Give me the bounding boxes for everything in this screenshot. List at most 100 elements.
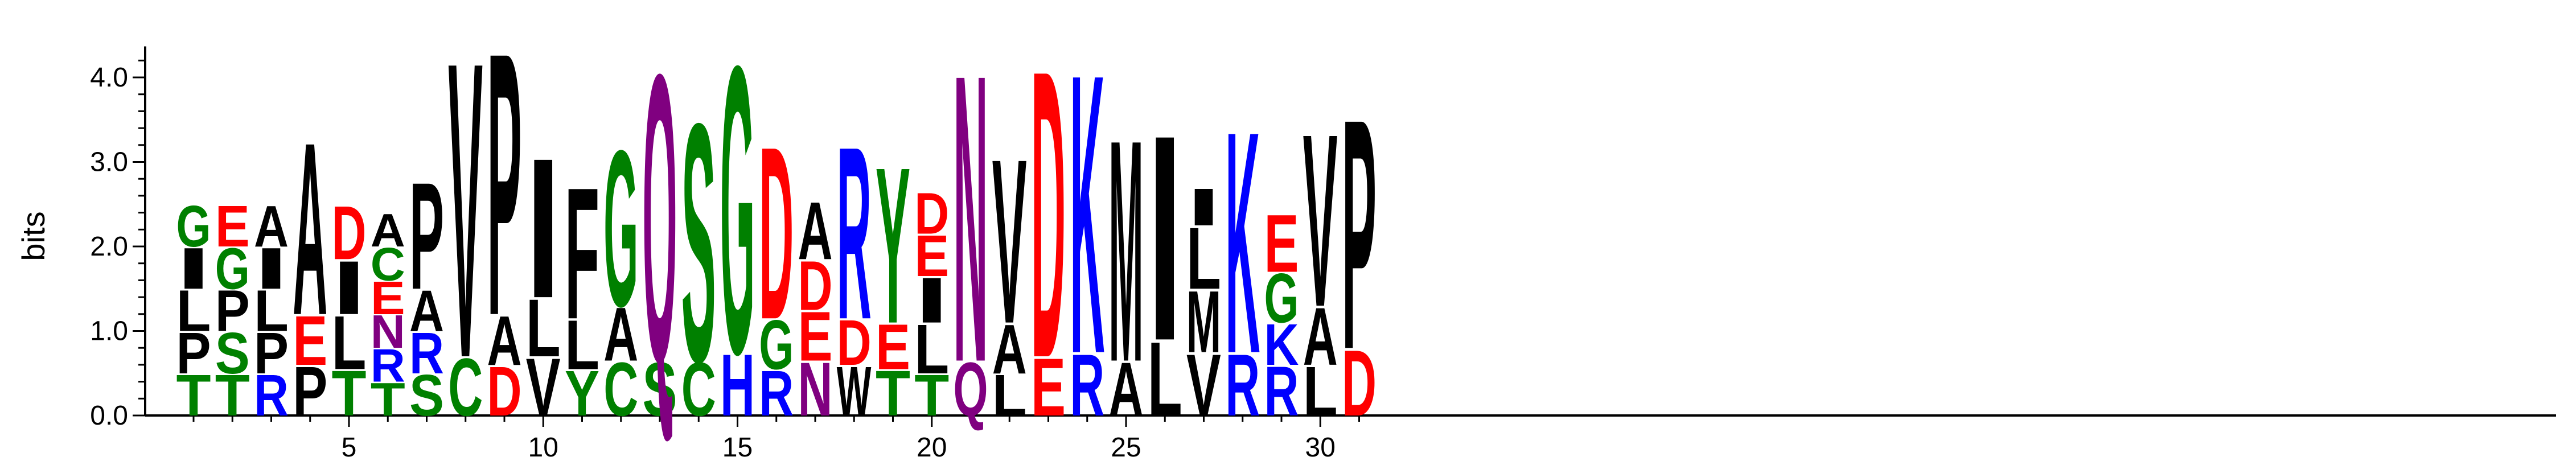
logo-letter-R: R bbox=[371, 339, 405, 392]
logo-letter-R: R bbox=[1264, 352, 1299, 431]
logo-stack-28: RK bbox=[1225, 65, 1260, 434]
logo-letter-T: T bbox=[914, 363, 949, 429]
y-axis: 0.0 1.0 2.0 3.0 4.0 bbox=[90, 46, 146, 431]
logo-letter-A: A bbox=[798, 186, 833, 277]
logo-letter-L: L bbox=[1303, 352, 1338, 431]
logo-letter-N: N bbox=[954, 0, 988, 448]
y-axis-label: bits bbox=[15, 211, 51, 261]
logo-letter-E: E bbox=[1031, 341, 1066, 433]
logo-letter-Y: Y bbox=[565, 357, 599, 430]
logo-letter-I: I bbox=[332, 245, 367, 330]
logo-letter-P: P bbox=[293, 353, 327, 431]
x-tick-label: 20 bbox=[917, 433, 947, 463]
logo-letter-G: G bbox=[176, 194, 211, 260]
logo-letter-A: A bbox=[487, 302, 522, 380]
logo-letter-G: G bbox=[603, 104, 638, 353]
logo-letter-I: I bbox=[1186, 178, 1221, 237]
logo-stack-10: VLI bbox=[526, 116, 561, 433]
logo-letter-G: G bbox=[215, 236, 250, 302]
logo-letter-V: V bbox=[448, 0, 483, 447]
logo-letter-V: V bbox=[992, 111, 1027, 373]
logo-letter-Q: Q bbox=[954, 347, 988, 432]
logo-letter-R: R bbox=[837, 96, 872, 371]
logo-letter-H: H bbox=[720, 336, 755, 435]
logo-letter-D: D bbox=[759, 96, 794, 371]
logo-letter-S: S bbox=[643, 347, 677, 433]
logo-letter-E: E bbox=[293, 302, 327, 381]
logo-stack-16: RGD bbox=[759, 96, 794, 430]
logo-letter-A: A bbox=[1109, 347, 1144, 432]
x-tick-label: 25 bbox=[1111, 433, 1141, 463]
logo-stack-12: CAG bbox=[603, 104, 638, 432]
logo-letter-T: T bbox=[876, 357, 910, 429]
logo-letter-R: R bbox=[1070, 336, 1104, 435]
logo-letter-M: M bbox=[1186, 272, 1221, 371]
logo-letter-A: A bbox=[293, 92, 327, 367]
logo-letter-A: A bbox=[992, 310, 1027, 389]
logo-letter-T: T bbox=[176, 363, 211, 429]
logo-letter-K: K bbox=[1070, 0, 1104, 437]
logo-letter-E: E bbox=[798, 298, 833, 376]
logo-letter-K: K bbox=[1225, 65, 1260, 419]
logo-letter-N: N bbox=[371, 305, 405, 358]
logo-stack-23: ED bbox=[1031, 0, 1066, 443]
logo-stack-25: AM bbox=[1109, 74, 1144, 432]
logo-letter-A: A bbox=[603, 292, 638, 377]
logo-letter-A: A bbox=[409, 278, 444, 344]
logo-letter-E: E bbox=[876, 311, 910, 383]
logo-stack-8: CV bbox=[448, 0, 483, 447]
logo-letter-Q: Q bbox=[643, 0, 677, 448]
logo-stack-30: LAV bbox=[1303, 84, 1338, 431]
logo-letter-D: D bbox=[914, 181, 949, 246]
logo-letter-I: I bbox=[914, 265, 949, 337]
logo-letter-T: T bbox=[332, 357, 367, 429]
y-tick-label: 2.0 bbox=[90, 232, 128, 262]
logo-stack-24: RK bbox=[1070, 0, 1104, 437]
logo-letter-G: G bbox=[720, 0, 755, 439]
logo-letter-D: D bbox=[487, 352, 522, 431]
logo-letter-E: E bbox=[371, 272, 405, 324]
logo-stack-9: DAP bbox=[487, 0, 522, 431]
logo-letter-V: V bbox=[1303, 84, 1338, 359]
logo-letter-I: I bbox=[176, 236, 211, 302]
logo-letter-D: D bbox=[1031, 0, 1066, 443]
y-tick-label: 3.0 bbox=[90, 147, 128, 178]
logo-stack-31: DP bbox=[1342, 51, 1377, 435]
logo-stack-18: WDR bbox=[837, 96, 872, 430]
logo-letter-R: R bbox=[254, 363, 289, 428]
logo-letter-Y: Y bbox=[876, 121, 910, 371]
y-tick-label: 4.0 bbox=[90, 63, 128, 93]
logo-letter-L: L bbox=[914, 309, 949, 388]
logo-letter-C: C bbox=[603, 347, 638, 432]
logo-letter-L: L bbox=[332, 301, 367, 386]
logo-letter-S: S bbox=[215, 320, 250, 386]
logo-letter-N: N bbox=[798, 347, 833, 432]
logo-letter-V: V bbox=[526, 341, 561, 433]
logo-letter-E: E bbox=[914, 223, 949, 289]
logo-letter-R: R bbox=[1225, 336, 1260, 435]
logo-letter-A: A bbox=[371, 204, 405, 257]
logo-stack-15: HG bbox=[720, 0, 755, 439]
logo-letter-P: P bbox=[176, 320, 211, 386]
logo-letter-G: G bbox=[1264, 258, 1299, 338]
logo-letter-D: D bbox=[332, 190, 367, 275]
x-axis: 5 10 15 20 25 30 bbox=[145, 414, 2556, 463]
logo-letter-L: L bbox=[526, 283, 561, 375]
logo-letter-E: E bbox=[215, 194, 250, 259]
logo-letter-P: P bbox=[409, 151, 444, 321]
logo-letter-S: S bbox=[409, 363, 444, 428]
logo-letter-P: P bbox=[215, 278, 250, 343]
logo-letter-R: R bbox=[759, 357, 794, 430]
logo-stack-14: CS bbox=[681, 52, 716, 433]
logo-letter-A: A bbox=[1303, 291, 1338, 383]
logo-letter-V: V bbox=[1186, 336, 1221, 434]
logo-letter-C: C bbox=[448, 342, 483, 434]
logo-letter-D: D bbox=[1342, 330, 1377, 435]
